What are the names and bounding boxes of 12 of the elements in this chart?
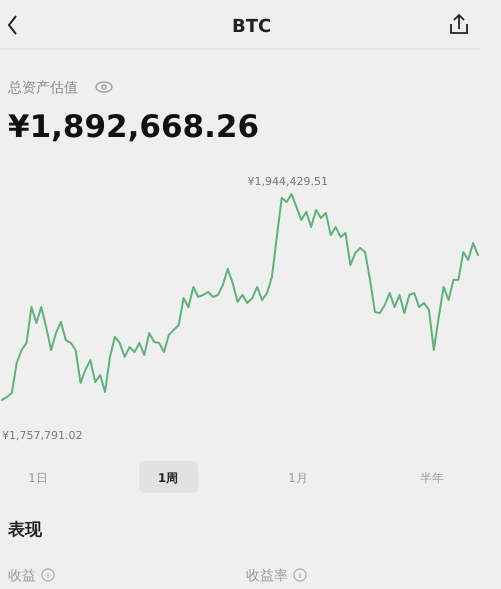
text: 半年 xyxy=(420,471,444,485)
text: ¥1,892,668.26 xyxy=(8,109,260,145)
chart-title: BTC xyxy=(232,16,272,37)
chart-subtitle: 总资产估值 xyxy=(7,80,78,96)
text: 1日 xyxy=(28,471,48,485)
text: 1周 xyxy=(158,471,178,485)
text: ¥1,757,791.02 xyxy=(2,429,82,442)
text: 收益 xyxy=(8,568,36,584)
text: ¥1,944,429.51 xyxy=(248,175,328,188)
text: 收益率 xyxy=(246,568,288,584)
text: 1月 xyxy=(288,471,308,485)
text: 表现 xyxy=(7,520,43,540)
